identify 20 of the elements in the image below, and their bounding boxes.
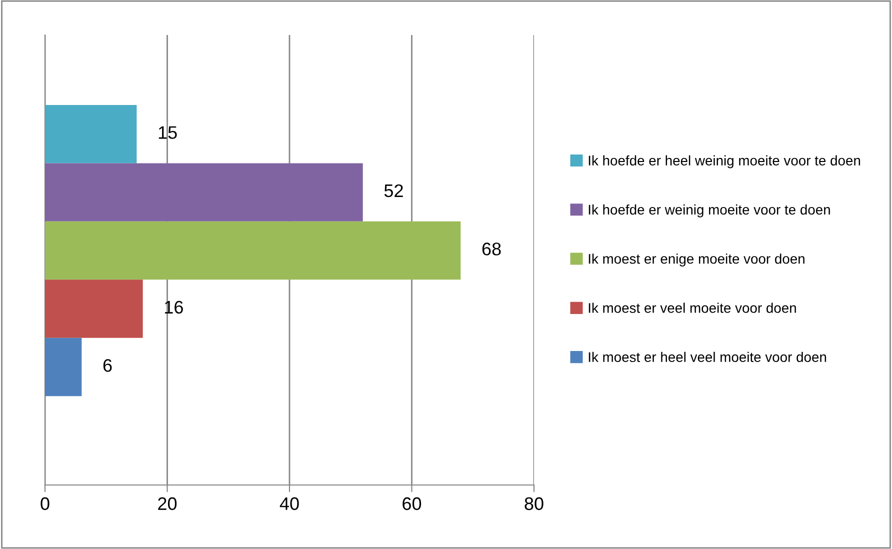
legend-label: Ik moest er heel veel moeite voor doen bbox=[588, 352, 826, 362]
x-tick-label: 0 bbox=[40, 497, 50, 510]
data-label: 6 bbox=[103, 359, 112, 372]
x-tick-label: 80 bbox=[524, 497, 544, 510]
data-label: 16 bbox=[165, 300, 183, 314]
legend-label: Ik moest er enige moeite voor doen bbox=[588, 254, 804, 267]
bar bbox=[45, 280, 143, 338]
x-tick-label: 40 bbox=[280, 497, 299, 510]
legend-label: Ik moest er veel moeite voor doen bbox=[588, 302, 796, 313]
x-tick-label: 60 bbox=[402, 497, 422, 510]
data-label: 68 bbox=[482, 242, 501, 256]
bar bbox=[45, 221, 461, 280]
bar bbox=[45, 163, 363, 222]
data-label: 15 bbox=[158, 126, 177, 139]
legend-label: Ik hoefde er weinig moeite voor te doen bbox=[588, 204, 830, 218]
bar bbox=[45, 338, 82, 396]
x-tick-label: 20 bbox=[158, 497, 177, 510]
data-label: 52 bbox=[384, 184, 403, 198]
bar bbox=[45, 104, 137, 164]
legend-label: Ik hoefde er heel weinig moeite voor te doen bbox=[588, 155, 860, 168]
